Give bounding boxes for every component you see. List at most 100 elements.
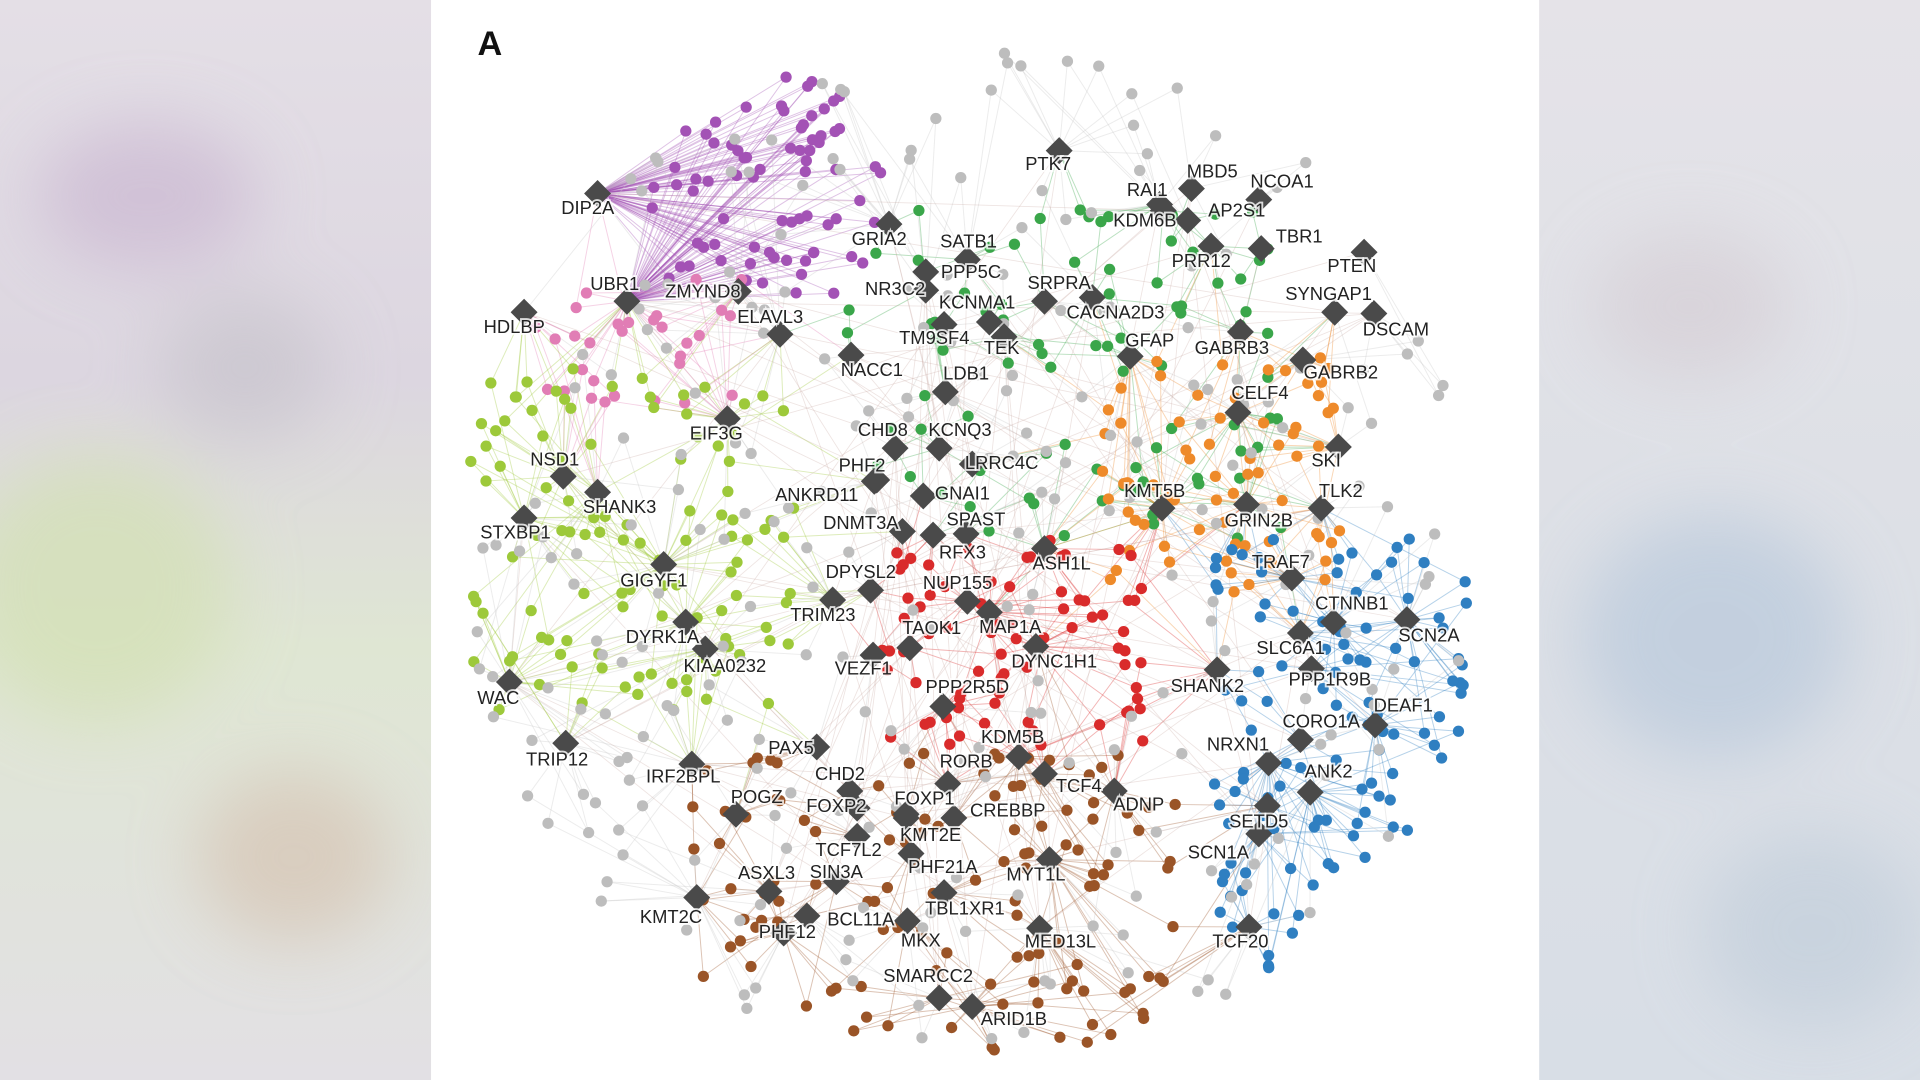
node-dot <box>716 304 728 316</box>
edge <box>1129 504 1247 552</box>
node-dot <box>1085 207 1098 219</box>
gene-label: KIAA0232 <box>684 655 767 676</box>
node-dot <box>1205 615 1218 627</box>
edge <box>870 548 1045 591</box>
node-dot <box>601 876 613 888</box>
node-dot <box>972 665 985 677</box>
edge <box>626 184 678 302</box>
edge <box>1406 619 1443 759</box>
node-dot <box>1225 567 1237 579</box>
edge <box>1129 356 1165 501</box>
edge <box>989 611 1119 649</box>
edge <box>691 617 698 765</box>
node-dot <box>1459 576 1471 588</box>
node-dot <box>703 679 715 691</box>
node-dot <box>1342 653 1354 665</box>
edge <box>832 481 875 601</box>
node-dot <box>766 134 778 146</box>
edge <box>1268 792 1311 968</box>
edge <box>685 621 912 854</box>
edge <box>932 497 1030 536</box>
node-dot <box>617 432 630 444</box>
node-dot <box>1012 889 1024 901</box>
node-dot <box>744 258 757 270</box>
edge <box>626 221 792 302</box>
gene-label: CORO1A <box>1282 710 1360 731</box>
node-dot <box>1276 494 1288 507</box>
node-dot <box>1261 695 1273 708</box>
node-dot <box>1059 549 1071 561</box>
node-dot <box>716 509 728 521</box>
gene-label: KCNQ3 <box>928 419 991 440</box>
node-dot <box>1208 778 1221 790</box>
node-dot <box>636 372 648 385</box>
edge <box>806 915 854 982</box>
gene-hub <box>1247 235 1275 263</box>
node-dot <box>559 393 571 405</box>
node-dot <box>687 801 699 813</box>
node-dot <box>1032 338 1045 351</box>
edge <box>610 301 628 375</box>
edge <box>1035 646 1125 652</box>
edge <box>714 297 728 419</box>
node-dot <box>697 970 709 982</box>
edge <box>584 534 687 623</box>
edge <box>806 807 858 917</box>
edge <box>1406 619 1461 684</box>
edge <box>626 224 829 302</box>
node-dot <box>902 411 915 423</box>
node-dot <box>756 914 768 927</box>
edge <box>597 192 724 220</box>
edge <box>1035 646 1103 768</box>
edge <box>663 519 734 565</box>
node-dot <box>1117 365 1129 377</box>
edge <box>691 763 907 819</box>
node-dot <box>670 179 683 191</box>
node-dot <box>952 702 965 714</box>
node-dot <box>1387 767 1399 780</box>
edge <box>626 150 811 302</box>
node-dot <box>1023 950 1035 962</box>
edge <box>924 724 949 784</box>
edge <box>1228 762 1269 824</box>
node-dot <box>684 505 696 517</box>
node-dot <box>666 677 678 690</box>
gene-hub <box>897 840 925 867</box>
node-dot <box>701 765 713 777</box>
node-dot <box>806 110 818 122</box>
node-dot <box>1021 427 1033 439</box>
node-dot <box>1131 436 1143 448</box>
node-dot <box>754 899 767 911</box>
edge <box>943 892 1018 916</box>
edge <box>597 130 687 194</box>
edge <box>626 171 806 302</box>
node-dot <box>1032 675 1044 687</box>
edge <box>626 127 802 302</box>
node-dot <box>1059 457 1072 469</box>
node-dot <box>565 402 577 414</box>
node-dot <box>773 895 785 907</box>
node-dot <box>1214 906 1226 918</box>
node-dot <box>1076 391 1088 403</box>
edge <box>663 539 748 565</box>
edge <box>1020 785 1050 860</box>
node-dot <box>816 78 828 90</box>
edge <box>1291 792 1311 934</box>
node-dot <box>1035 739 1047 751</box>
node-dot <box>1401 824 1414 836</box>
edge <box>1044 204 1161 774</box>
edge <box>1258 833 1300 916</box>
node-dot <box>1280 757 1292 770</box>
edge <box>1309 791 1389 837</box>
edge <box>637 648 706 695</box>
node-dot <box>1117 625 1130 638</box>
gene-label: RAI1 <box>1127 179 1168 200</box>
node-dot <box>837 651 849 663</box>
edge <box>932 491 1042 536</box>
edge <box>597 193 751 265</box>
gene-label: NACC1 <box>841 359 903 380</box>
node-dot <box>1169 798 1181 811</box>
node-dot <box>1268 823 1280 835</box>
hubs: DIP2AUBR1HDLBPZMYND8ELAVL3EIF3GNSD1SHANK… <box>475 137 1462 1031</box>
gene-hub <box>1174 206 1202 234</box>
